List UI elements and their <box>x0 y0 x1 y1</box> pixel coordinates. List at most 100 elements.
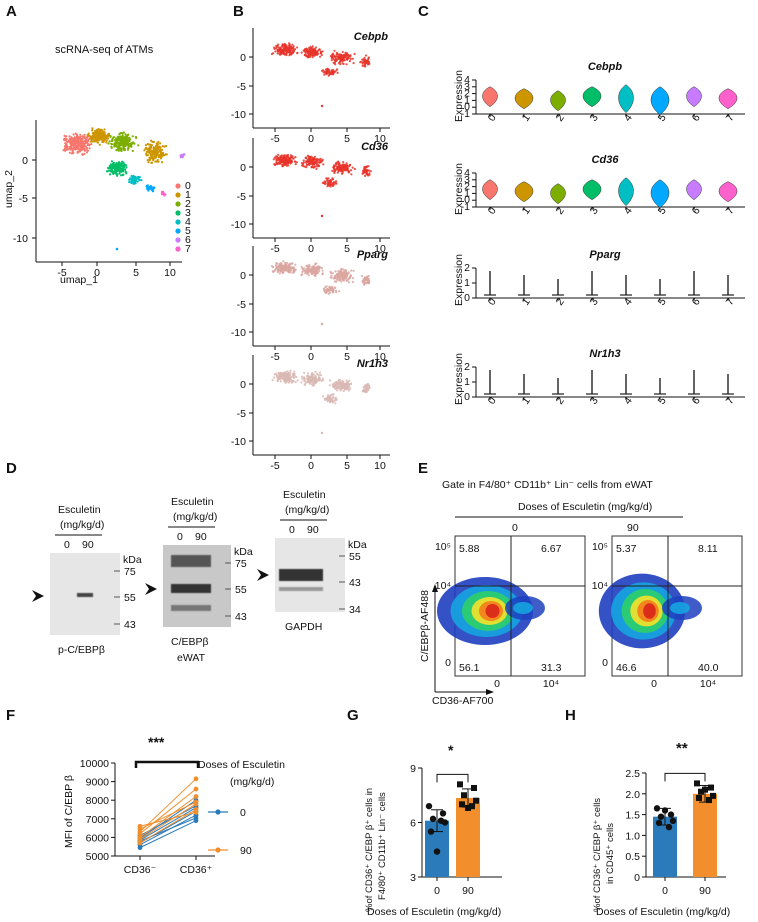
feature-cell-point <box>334 387 337 390</box>
feature-cell-point <box>347 281 351 284</box>
c-cluster-label: 5 <box>656 112 669 124</box>
feature-cell-point <box>311 56 314 59</box>
f-legend-label: 90 <box>240 845 252 857</box>
feature-cell-point <box>345 166 348 169</box>
panel-label-a: A <box>6 3 17 20</box>
feature-cell-point <box>341 59 344 63</box>
g-significance: * <box>448 742 454 758</box>
flow-quadrant-ur: 8.11 <box>698 543 718 555</box>
violin-cluster-0 <box>482 179 498 201</box>
bar-significance-bracket <box>436 773 469 783</box>
umap-cell-point <box>122 161 125 164</box>
feature-cell-point <box>347 383 350 386</box>
feature-cell-point <box>345 279 348 282</box>
umap-cell-point <box>125 135 128 138</box>
feature-cell-point <box>289 269 293 272</box>
umap-cell-point <box>140 179 143 182</box>
bar-point <box>465 804 471 811</box>
umap-cell-point <box>114 167 117 170</box>
feature-cell-point <box>276 376 279 379</box>
umap-cell-point <box>122 147 125 150</box>
feature-cell-point <box>368 384 371 388</box>
feature-cell-point <box>279 48 282 51</box>
feature-cell-point <box>335 180 338 183</box>
umap-cell-point <box>71 150 74 153</box>
c-cluster-label: 6 <box>690 395 703 407</box>
f-point <box>193 786 199 792</box>
feature-cell-point <box>364 54 368 57</box>
feature-cell-point <box>329 379 332 382</box>
umap-cell-point <box>121 140 125 143</box>
c-cluster-label: 7 <box>724 112 737 124</box>
feature-cell-point <box>275 262 278 265</box>
flow-x-tick-label: 10⁴ <box>700 678 716 690</box>
feature-cell-point <box>312 166 315 169</box>
b-x-tick-label: 0 <box>308 460 314 472</box>
umap-cell-point <box>126 148 129 151</box>
feature-cell-point <box>285 268 288 271</box>
feature-cell-point <box>312 373 315 376</box>
flow-density <box>598 573 702 649</box>
feature-cell-point <box>365 275 368 279</box>
umap-cell-point <box>120 174 123 177</box>
feature-cell-point <box>294 263 297 266</box>
umap-cell-point <box>119 149 122 152</box>
b-x-tick-label: -5 <box>270 460 279 472</box>
blot-units: (mg/kg/d) <box>173 511 217 523</box>
feature-cell-point <box>323 182 327 185</box>
umap-cell-point <box>154 148 157 152</box>
feature-cell-point <box>342 386 345 389</box>
f-pair-line <box>139 778 197 833</box>
feature-cell-point <box>274 372 277 375</box>
feature-cell-point <box>331 178 334 181</box>
umap-cell-point <box>131 135 134 138</box>
feature-cell-point <box>325 177 328 180</box>
feature-cell-point <box>293 48 297 51</box>
cluster-legend-dot <box>175 237 181 243</box>
feature-cell-point <box>283 376 286 379</box>
umap-cell-point <box>133 177 136 180</box>
c-cluster-label: 3 <box>588 395 601 407</box>
feature-cell-point <box>343 276 346 280</box>
feature-cell-point <box>349 382 352 385</box>
bar-y-tick-label: 2.0 <box>625 789 640 801</box>
umap-cell-point <box>151 140 154 143</box>
feature-cell-point <box>338 166 342 170</box>
feature-cell-point <box>324 291 327 294</box>
feature-cell-point <box>273 47 276 51</box>
f-legend-dot <box>215 847 221 853</box>
a-y-tick-label: -10 <box>13 233 28 245</box>
bar-point <box>661 807 669 814</box>
umap-cell-point <box>150 156 153 159</box>
feature-cell-point <box>307 274 310 277</box>
umap-cell-point <box>115 247 119 251</box>
f-y-tick-label: 8000 <box>86 795 110 807</box>
umap-cell-point <box>73 146 76 149</box>
feature-cell-point <box>364 60 367 63</box>
blot-marker-label: 55 <box>349 551 361 563</box>
c-cluster-label: 0 <box>486 296 499 308</box>
umap-cell-point <box>91 129 94 132</box>
feature-cell-point <box>367 63 371 66</box>
feature-cell-point <box>338 384 342 387</box>
feature-cell-point <box>347 389 351 392</box>
feature-cell-point <box>321 50 324 53</box>
cluster-legend-label: 3 <box>185 207 191 219</box>
c-cluster-label: 5 <box>656 296 669 308</box>
umap-cell-point <box>64 142 67 145</box>
bar-point <box>427 828 435 835</box>
cluster-legend-label: 2 <box>185 198 191 210</box>
h-y-label-line1: %of CD36⁺ C/EBP β⁺ cells <box>592 798 603 912</box>
feature-cell-point <box>326 70 329 73</box>
feature-cell-point <box>335 163 338 166</box>
feature-cell-point <box>311 384 315 387</box>
feature-cell-point <box>342 382 345 386</box>
umap-cell-point <box>149 143 152 146</box>
feature-cell-point <box>337 380 340 383</box>
bar-point <box>710 792 716 799</box>
feature-cell-point <box>365 169 369 172</box>
feature-cell-point <box>326 288 329 291</box>
feature-cell-point <box>330 285 333 288</box>
